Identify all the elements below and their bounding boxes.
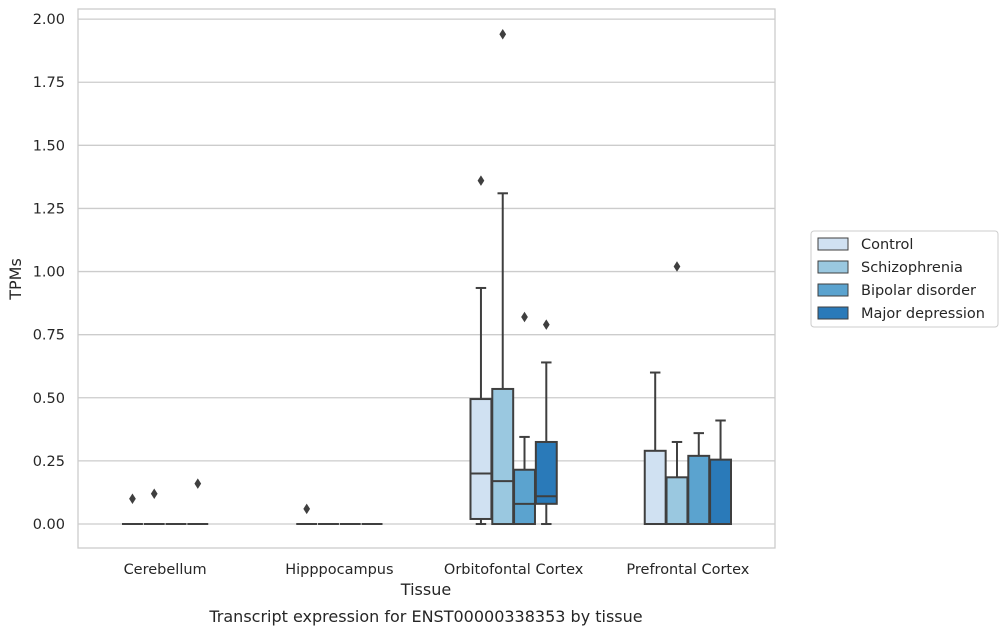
box-group — [469, 175, 493, 526]
box-group — [513, 311, 536, 526]
box-group — [709, 419, 733, 526]
outlier-point — [129, 493, 136, 505]
box-body — [491, 387, 515, 526]
box-body — [687, 454, 711, 526]
legend-label: Bipolar disorder — [861, 283, 976, 299]
legend-frame — [810, 230, 999, 328]
legend-label: Schizophrenia — [861, 260, 963, 276]
outlier-point — [542, 319, 550, 330]
box-group — [121, 493, 143, 526]
y-tick-label: 0.00 — [33, 517, 65, 533]
box-group — [665, 261, 689, 526]
box-body — [709, 458, 733, 526]
legend: Control Schizophrenia Bipolar disorder Majo… — [810, 230, 999, 328]
x-axis-label: Tissue — [400, 580, 451, 599]
outlier-point — [673, 261, 681, 272]
box-body — [469, 398, 493, 520]
y-tick-label: 1.75 — [33, 75, 65, 91]
y-tick-label: 0.50 — [33, 391, 65, 407]
y-tick-label: 0.75 — [33, 328, 65, 344]
legend-swatch — [817, 306, 849, 320]
outlier-point — [499, 28, 507, 40]
legend-swatch — [817, 260, 849, 274]
legend-label: Major depression — [861, 306, 985, 322]
grid-lines — [78, 18, 775, 525]
box-series — [121, 28, 733, 526]
box-group — [643, 371, 667, 526]
box-group — [187, 478, 209, 526]
x-tick-label: Prefrontal Cortex — [626, 562, 749, 578]
box-group — [534, 319, 558, 526]
legend-swatch — [817, 283, 849, 297]
y-axis-ticks: 0.00 0.25 0.50 0.75 1.00 1.25 1.50 1.75 2.00 — [33, 12, 65, 533]
outlier-point — [150, 488, 158, 499]
legend-label: Control — [861, 237, 913, 253]
y-tick-label: 1.25 — [33, 201, 65, 217]
y-tick-label: 1.00 — [33, 265, 65, 281]
box-group — [491, 28, 515, 526]
box-group — [143, 488, 165, 526]
y-tick-label: 2.00 — [33, 12, 65, 28]
outlier-point — [521, 311, 528, 323]
box-group — [687, 432, 711, 526]
box-body — [513, 468, 536, 526]
x-axis-ticks: Cerebellum Hipppocampus Orbitofontal Corte… — [124, 562, 750, 578]
box-group — [296, 503, 318, 526]
plot-frame — [77, 8, 776, 549]
x-tick-label: Cerebellum — [124, 562, 207, 578]
y-tick-label: 1.50 — [33, 138, 65, 154]
outlier-point — [303, 503, 311, 515]
y-axis-label: TPMs — [6, 258, 25, 301]
chart-title: Transcript expression for ENST0000033835… — [208, 607, 642, 626]
legend-swatch — [817, 237, 849, 251]
box-body — [534, 440, 558, 505]
x-tick-label: Orbitofontal Cortex — [444, 562, 584, 578]
box-body — [643, 449, 667, 526]
y-tick-label: 0.25 — [33, 454, 65, 470]
box-body — [665, 476, 689, 526]
outlier-point — [194, 478, 202, 489]
x-tick-label: Hipppocampus — [285, 562, 393, 578]
outlier-point — [477, 175, 485, 186]
